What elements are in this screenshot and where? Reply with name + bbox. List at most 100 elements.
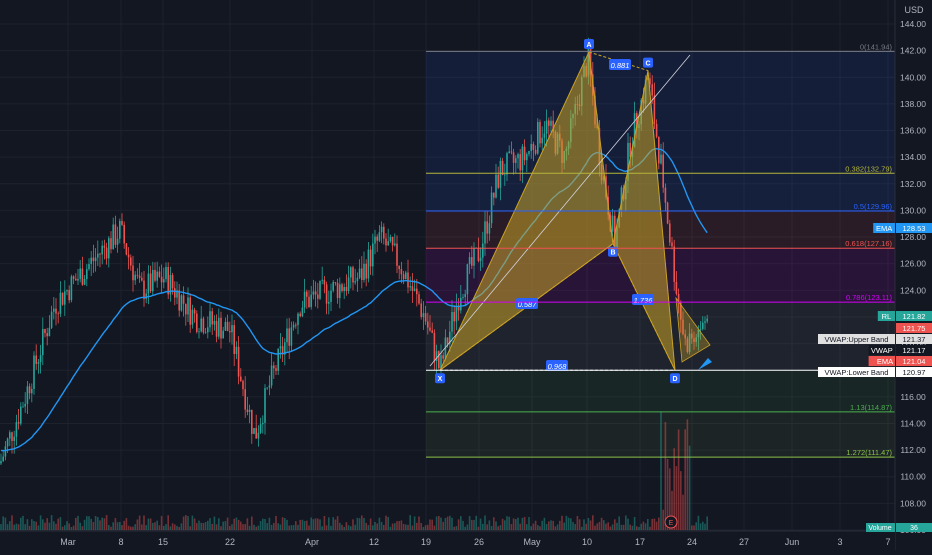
volume-bar <box>394 523 396 530</box>
candle-body <box>185 303 187 315</box>
candle-body <box>50 311 53 328</box>
volume-bar <box>319 519 321 530</box>
candle-body <box>519 154 521 171</box>
candle-body <box>695 337 697 343</box>
volume-bar <box>506 516 508 530</box>
volume-bar <box>275 515 277 530</box>
candle-body <box>145 293 147 299</box>
volume-bar <box>53 521 55 530</box>
candle-body <box>270 365 273 386</box>
candle-body <box>72 276 75 279</box>
candle-body <box>420 303 422 317</box>
candle-body <box>112 224 114 250</box>
candle-body <box>440 355 442 369</box>
volume-bar <box>387 517 389 530</box>
volume-bar <box>202 523 205 530</box>
volume-bar <box>545 524 548 530</box>
candle-body <box>266 387 268 389</box>
volume-bar <box>152 522 154 530</box>
volume-bar <box>669 468 671 530</box>
candle-body <box>31 388 33 394</box>
harmonic-bd-line <box>612 243 676 371</box>
candle-body <box>655 123 658 137</box>
volume-bar <box>501 518 504 530</box>
volume-bar <box>462 520 464 530</box>
ratio-label: 0.881 <box>611 61 630 70</box>
volume-bar <box>180 523 183 530</box>
volume-bar <box>435 516 438 530</box>
fib-label: 1.13(114.87) <box>850 403 892 412</box>
volume-bar <box>636 526 638 530</box>
volume-bar <box>165 524 167 530</box>
volume-bar <box>539 526 541 530</box>
candle-body <box>383 226 385 239</box>
volume-bar <box>163 525 165 530</box>
candle-body <box>550 120 552 126</box>
candle-body <box>534 149 537 154</box>
price-axis[interactable]: 144.00 142.00 140.00 138.00 136.00 134.00 132.… <box>894 0 932 550</box>
candle-body <box>77 278 79 281</box>
volume-bar <box>158 525 161 530</box>
price-tag-name: VWAP:Lower Band <box>825 368 889 377</box>
volume-bar <box>174 524 176 530</box>
volume-bar <box>376 523 378 530</box>
volume-bar <box>495 521 497 530</box>
price-tag-name-bg <box>818 367 895 377</box>
candle-body <box>367 249 370 279</box>
volume-bar <box>31 519 33 530</box>
candle-body <box>101 245 103 255</box>
y-tick-label: 114.00 <box>900 418 926 428</box>
candle-body <box>363 263 365 280</box>
candle-body <box>552 120 554 132</box>
volume-bar <box>532 523 535 530</box>
y-tick-label: 126.00 <box>900 259 926 269</box>
candle-body <box>284 342 286 355</box>
candle-body <box>198 331 200 333</box>
candle-body <box>323 279 326 285</box>
earnings-marker-label: E <box>669 520 674 527</box>
candle-body <box>361 268 363 280</box>
time-axis[interactable]: Mar 8 15 22 Apr 12 19 26 May 10 17 24 27 Jun 3 7 <box>0 530 895 550</box>
volume-bar <box>493 517 495 530</box>
candles <box>0 37 708 465</box>
volume-bar <box>308 525 310 530</box>
volume-bar <box>453 526 455 530</box>
price-tag-name-bg <box>818 334 895 344</box>
candle-body <box>543 133 546 138</box>
volume-bar <box>647 518 649 530</box>
harmonic-point-label-a: A <box>586 42 591 49</box>
volume-bar <box>255 526 257 530</box>
volume-bar <box>57 518 59 530</box>
volume-bar <box>13 524 15 530</box>
candle-body <box>413 288 416 291</box>
candle-body <box>473 247 475 266</box>
candle-body <box>235 346 238 354</box>
volume-bar <box>411 525 414 530</box>
volume-bar <box>215 524 218 530</box>
volume-bar <box>455 526 458 530</box>
price-tag-bg <box>896 223 932 233</box>
volume-bar <box>204 522 207 530</box>
volume-bar <box>528 517 530 530</box>
volume-bar <box>671 490 673 530</box>
candle-body <box>385 238 387 246</box>
candle-body <box>180 295 183 311</box>
volume-bar <box>222 521 224 530</box>
volume-bar <box>625 515 627 530</box>
candle-body <box>42 329 44 356</box>
candle-body <box>22 406 24 408</box>
volume-value: 36 <box>910 525 918 532</box>
candle-body <box>453 312 455 322</box>
candle-body <box>620 187 623 210</box>
y-tick-label: 134.00 <box>900 152 926 162</box>
volume-bar <box>407 524 409 530</box>
volume-bar <box>530 526 532 530</box>
candle-body <box>108 238 110 259</box>
volume-bar <box>482 523 484 530</box>
candle-body <box>242 380 244 390</box>
volume-bar <box>620 524 623 530</box>
candle-body <box>673 246 675 282</box>
volume-bar <box>418 516 420 530</box>
